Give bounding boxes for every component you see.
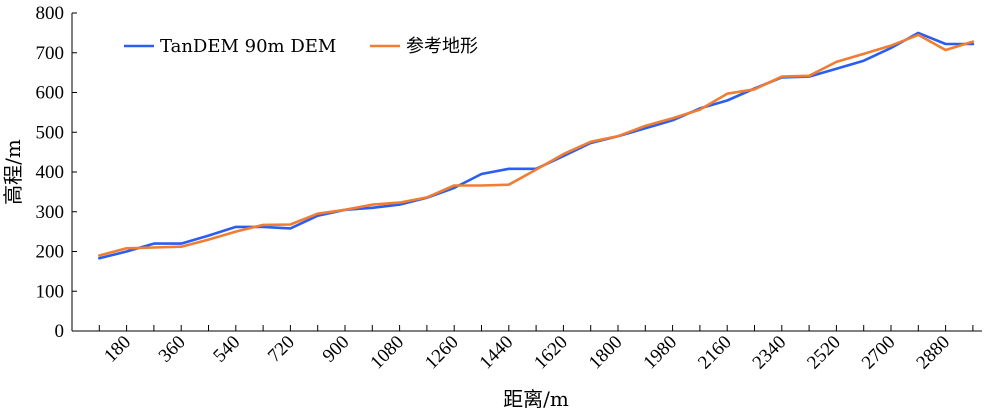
y-tick-label: 800 — [36, 3, 65, 24]
legend: TanDEM 90m DEM 参考地形 — [124, 36, 478, 57]
legend-label-2: 参考地形 — [406, 36, 478, 57]
x-tick-label: 1440 — [476, 332, 518, 374]
x-tick-label: 1800 — [585, 332, 627, 374]
x-tick-label: 2340 — [749, 332, 791, 374]
y-tick-label: 500 — [36, 122, 65, 143]
x-tick-label: 1080 — [366, 332, 408, 374]
y-tick-label: 600 — [36, 83, 65, 104]
x-tick-labels: 180 360 540 720 900 1080 1260 1440 1620 1800 1980 2… — [100, 332, 954, 374]
x-tick-label: 720 — [264, 332, 299, 367]
y-tick-label: 400 — [36, 162, 65, 183]
series-lines — [98, 31, 975, 260]
y-tick-label: 100 — [36, 281, 65, 302]
x-tick-label: 2520 — [803, 332, 845, 374]
x-tick-label: 180 — [100, 332, 135, 367]
x-tick-label: 1620 — [530, 332, 572, 374]
y-tick-label: 200 — [36, 242, 65, 263]
y-tick-labels: 0 100 200 300 400 500 600 700 800 — [36, 3, 65, 342]
x-tick-label: 2160 — [694, 332, 736, 374]
x-tick-label: 1260 — [421, 332, 463, 374]
axes — [71, 12, 982, 332]
y-tick-label: 300 — [36, 202, 65, 223]
x-tick-label: 1980 — [639, 332, 681, 374]
x-tick-label: 540 — [209, 332, 244, 367]
x-tick-label: 2700 — [858, 332, 900, 374]
legend-label-1: TanDEM 90m DEM — [160, 36, 336, 57]
x-tick-label: 2880 — [912, 332, 954, 374]
series-line-2 — [98, 33, 975, 257]
series-line-1 — [98, 31, 975, 260]
y-tick-label: 700 — [36, 43, 65, 64]
x-axis-title: 距离/m — [503, 387, 569, 411]
x-tick-label: 360 — [155, 332, 190, 367]
y-tick-label: 0 — [55, 321, 65, 342]
y-axis-title: 高程/m — [1, 139, 25, 205]
x-tick-label: 900 — [319, 332, 354, 367]
